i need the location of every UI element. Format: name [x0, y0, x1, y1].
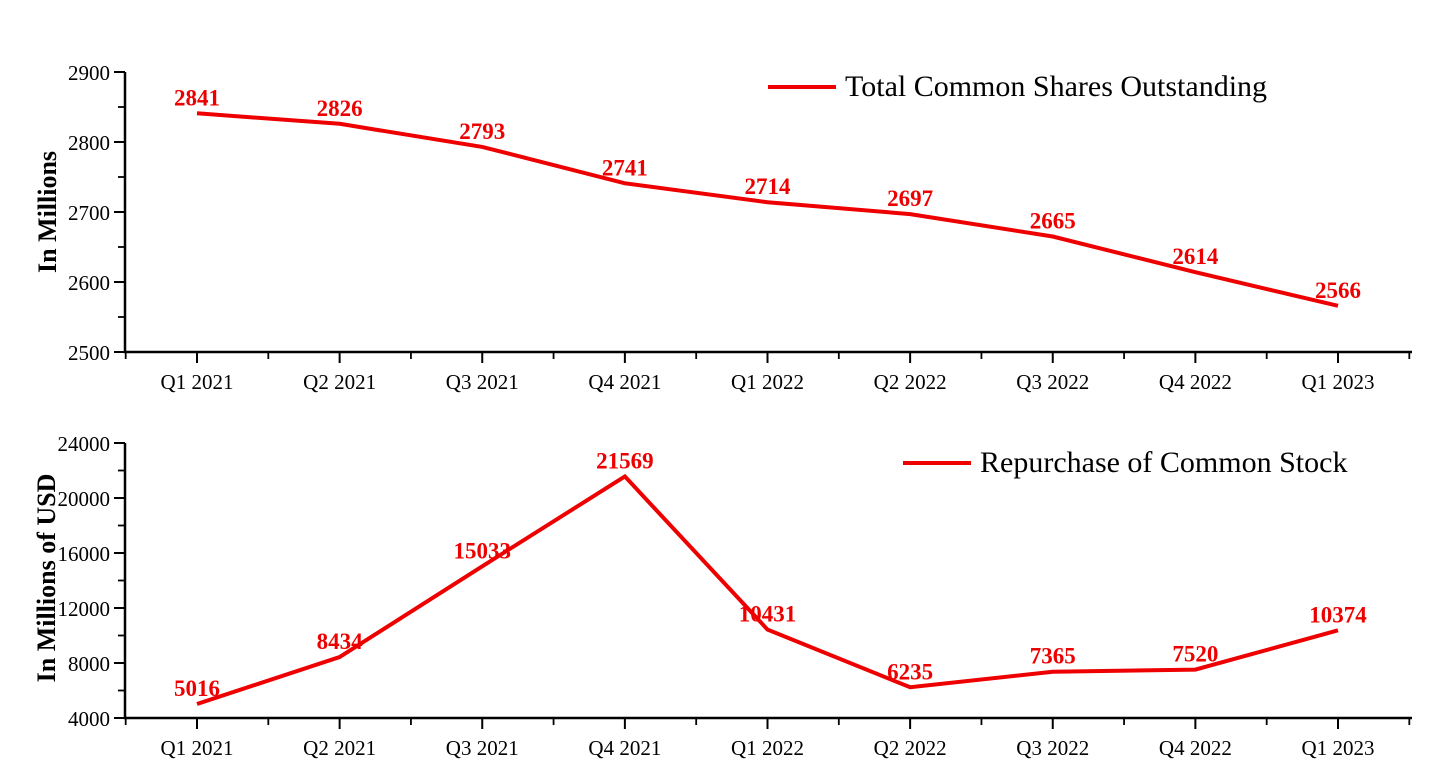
data-point-label: 2826 [317, 96, 363, 121]
data-point-label: 7365 [1030, 644, 1076, 669]
x-tick-label: Q3 2021 [446, 370, 519, 394]
data-point-label: 10374 [1309, 602, 1367, 627]
data-point-label: 2741 [602, 155, 648, 180]
x-tick-label: Q2 2021 [303, 370, 376, 394]
y-axis-title-repurchase: In Millions of USD [32, 473, 61, 683]
data-point-label: 2697 [887, 186, 933, 211]
series-line [196, 473, 1339, 706]
data-point-label: 7520 [1172, 642, 1218, 667]
data-point-label: 8434 [317, 629, 364, 654]
y-tick-label: 16000 [58, 542, 111, 566]
y-tick-label: 2800 [68, 131, 110, 155]
x-tick-label: Q2 2021 [303, 736, 376, 760]
data-point-label: 10431 [739, 602, 797, 627]
legend-shares: Total Common Shares Outstanding [768, 70, 1267, 104]
legend-line-sample [903, 461, 971, 465]
x-tick-label: Q1 2022 [731, 736, 804, 760]
y-axis-title-shares: In Millions [33, 150, 62, 274]
y-tick-label: 2900 [68, 61, 110, 85]
legend-label: Total Common Shares Outstanding [845, 70, 1268, 103]
y-tick-label: 2700 [68, 201, 110, 225]
legend-line-sample [768, 85, 836, 89]
x-tick-label: Q4 2022 [1159, 736, 1232, 760]
data-point-label: 2566 [1315, 278, 1361, 303]
x-tick-label: Q3 2022 [1016, 736, 1089, 760]
y-tick-label: 2600 [68, 271, 110, 295]
x-tick-label: Q2 2022 [874, 736, 947, 760]
series-line [196, 111, 1339, 308]
data-point-label: 2665 [1030, 209, 1076, 234]
chart-0: 2500 2600 2700 2800 2900 Q1 2021 Q2 2021 Q3 202… [68, 61, 1412, 394]
x-tick-label: Q1 2021 [161, 736, 234, 760]
legend-label: Repurchase of Common Stock [980, 446, 1348, 479]
axis-frame [123, 443, 1412, 720]
x-tick-label: Q3 2022 [1016, 370, 1089, 394]
y-tick-label: 2500 [68, 341, 110, 365]
data-point-label: 2841 [174, 85, 220, 110]
x-tick-label: Q1 2023 [1302, 736, 1375, 760]
x-tick-label: Q1 2023 [1302, 370, 1375, 394]
data-point-label: 2614 [1172, 244, 1219, 269]
data-point-label: 21569 [596, 448, 654, 473]
y-tick-label: 8000 [68, 652, 110, 676]
y-tick-label: 4000 [68, 707, 110, 731]
data-point-label: 6235 [887, 659, 933, 684]
chart-1: 4000 8000 12000 16000 20000 24000 Q1 2021 Q2 20… [58, 432, 1412, 760]
data-point-label: 5016 [174, 676, 220, 701]
x-tick-label: Q1 2021 [161, 370, 234, 394]
y-tick-label: 20000 [58, 487, 111, 511]
data-point-label: 2714 [745, 174, 792, 199]
x-tick-label: Q4 2021 [588, 736, 661, 760]
x-tick-label: Q2 2022 [874, 370, 947, 394]
y-tick-label: 24000 [58, 432, 111, 456]
x-tick-label: Q4 2021 [588, 370, 661, 394]
legend-repurchase: Repurchase of Common Stock [903, 446, 1347, 480]
x-tick-label: Q4 2022 [1159, 370, 1232, 394]
x-tick-label: Q3 2021 [446, 736, 519, 760]
data-point-label: 2793 [459, 119, 505, 144]
y-tick-label: 12000 [58, 597, 111, 621]
data-point-label: 15033 [454, 538, 512, 563]
x-tick-label: Q1 2022 [731, 370, 804, 394]
